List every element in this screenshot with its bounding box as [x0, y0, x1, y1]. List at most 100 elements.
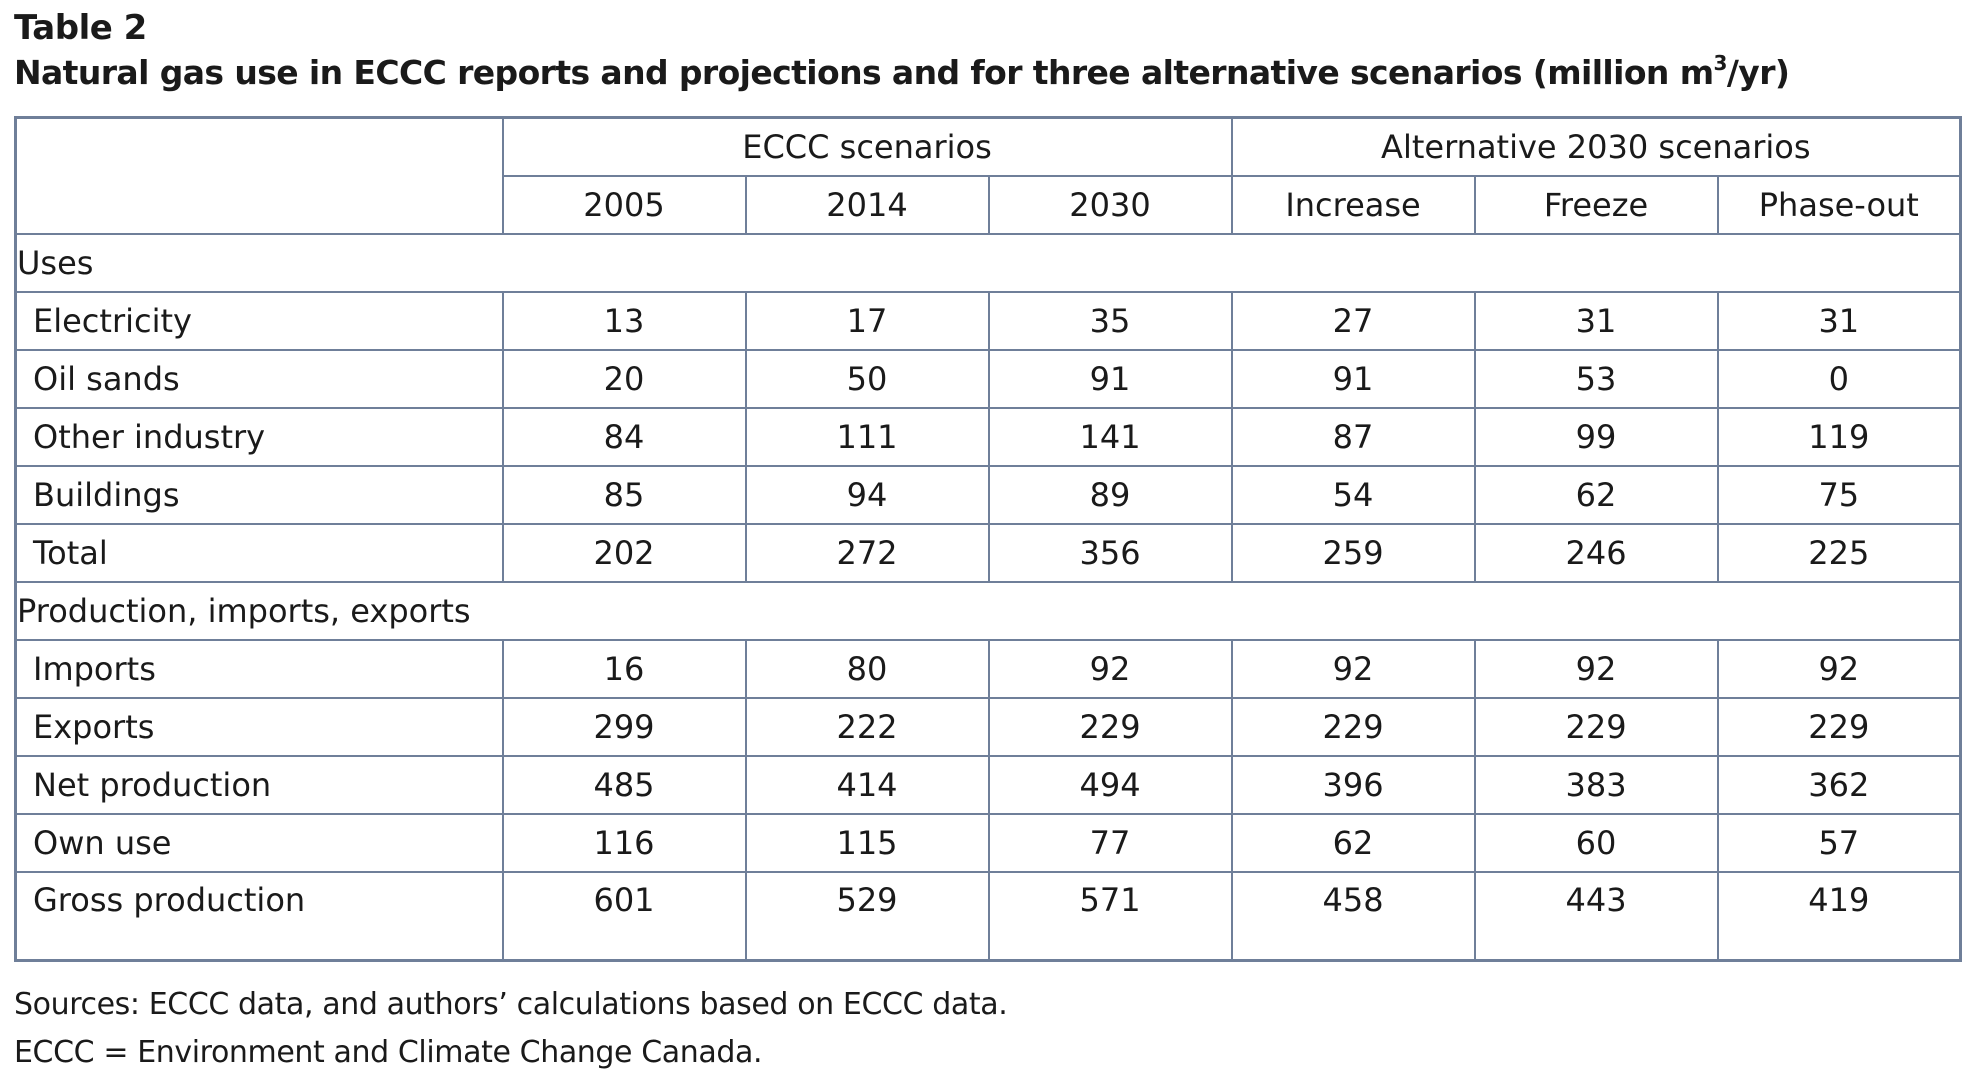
table-cell: 272 [744, 523, 990, 583]
column-header-2014: 2014 [744, 175, 990, 235]
table-cell: 229 [1230, 697, 1476, 757]
sources-note: Sources: ECCC data, and authors’ calcula… [14, 987, 1008, 1022]
table-row: Electricity 13 17 35 27 31 31 [14, 291, 1962, 351]
gas-use-table: ECCC scenarios Alternative 2030 scenario… [14, 116, 1963, 962]
table-cell: 383 [1473, 755, 1719, 815]
table-cell: 601 [501, 871, 747, 962]
table-cell: 89 [987, 465, 1233, 525]
table-title: Natural gas use in ECCC reports and proj… [14, 50, 1790, 96]
table-cell: 57 [1716, 813, 1962, 873]
table-row: Exports 299 222 229 229 229 229 [14, 697, 1962, 757]
table-cell: 20 [501, 349, 747, 409]
table-cell: 396 [1230, 755, 1476, 815]
section-row: Production, imports, exports [14, 581, 1962, 641]
table-cell: 414 [744, 755, 990, 815]
row-label: Gross production [14, 871, 504, 962]
table-cell: 229 [987, 697, 1233, 757]
table-row: Other industry 84 111 141 87 99 119 [14, 407, 1962, 467]
row-label: Total [14, 523, 504, 583]
table-cell: 27 [1230, 291, 1476, 351]
column-header-row: 2005 2014 2030 Increase Freeze Phase-out [16, 175, 1962, 235]
table-cell: 80 [744, 639, 990, 699]
abbreviation-note: ECCC = Environment and Climate Change Ca… [14, 1035, 763, 1070]
table-cell: 13 [501, 291, 747, 351]
table-cell: 529 [744, 871, 990, 962]
table-row: Imports 16 80 92 92 92 92 [14, 639, 1962, 699]
table-cell: 202 [501, 523, 747, 583]
table-cell: 115 [744, 813, 990, 873]
table-cell: 92 [987, 639, 1233, 699]
title-superscript: 3 [1713, 51, 1728, 75]
section-heading: Uses [14, 233, 1962, 293]
table-cell: 92 [1230, 639, 1476, 699]
table-cell: 87 [1230, 407, 1476, 467]
row-label: Other industry [14, 407, 504, 467]
table-cell: 356 [987, 523, 1233, 583]
table-body: Uses Electricity 13 17 35 27 31 31 Oil sands 20 50… [14, 233, 1962, 962]
section-row: Uses [14, 233, 1962, 293]
table-row: Gross production 601 529 571 458 443 419 [14, 871, 1962, 962]
column-header-2005: 2005 [501, 175, 747, 235]
row-label: Imports [14, 639, 504, 699]
table-cell: 246 [1473, 523, 1719, 583]
table-cell: 16 [501, 639, 747, 699]
table-cell: 458 [1230, 871, 1476, 962]
table-cell: 229 [1716, 697, 1962, 757]
table-cell: 84 [501, 407, 747, 467]
row-label: Buildings [14, 465, 504, 525]
table-row: Net production 485 414 494 396 383 362 [14, 755, 1962, 815]
table-row: Own use 116 115 77 62 60 57 [14, 813, 1962, 873]
table-cell: 229 [1473, 697, 1719, 757]
table-cell: 419 [1716, 871, 1962, 962]
table-row: Oil sands 20 50 91 91 53 0 [14, 349, 1962, 409]
corner-cell [14, 116, 504, 235]
table-cell: 77 [987, 813, 1233, 873]
table-cell: 141 [987, 407, 1233, 467]
table-cell: 111 [744, 407, 990, 467]
row-label: Own use [14, 813, 504, 873]
table-cell: 31 [1716, 291, 1962, 351]
table-cell: 53 [1473, 349, 1719, 409]
group-header-row: ECCC scenarios Alternative 2030 scenario… [14, 116, 1962, 235]
table-cell: 494 [987, 755, 1233, 815]
table-cell: 91 [1230, 349, 1476, 409]
column-header-phase-out: Phase-out [1716, 175, 1962, 235]
column-header-2030: 2030 [987, 175, 1233, 235]
row-label: Oil sands [14, 349, 504, 409]
table-cell: 50 [744, 349, 990, 409]
table-cell: 54 [1230, 465, 1476, 525]
table-cell: 94 [744, 465, 990, 525]
table-cell: 222 [744, 697, 990, 757]
row-label: Net production [14, 755, 504, 815]
table-cell: 99 [1473, 407, 1719, 467]
table-cell: 91 [987, 349, 1233, 409]
table-cell: 35 [987, 291, 1233, 351]
table-title-unit-end: /yr) [1726, 53, 1790, 92]
table-cell: 62 [1230, 813, 1476, 873]
table-cell: 485 [501, 755, 747, 815]
table-cell: 225 [1716, 523, 1962, 583]
table-cell: 17 [744, 291, 990, 351]
table-cell: 31 [1473, 291, 1719, 351]
row-label: Electricity [14, 291, 504, 351]
table-cell: 85 [501, 465, 747, 525]
table-cell: 0 [1716, 349, 1962, 409]
table-cell: 60 [1473, 813, 1719, 873]
table-row: Buildings 85 94 89 54 62 75 [14, 465, 1962, 525]
table-cell: 299 [501, 697, 747, 757]
column-header-freeze: Freeze [1473, 175, 1719, 235]
group-header-alternative: Alternative 2030 scenarios [1230, 116, 1962, 177]
table-cell: 116 [501, 813, 747, 873]
table-cell: 259 [1230, 523, 1476, 583]
group-header-eccc: ECCC scenarios [501, 116, 1233, 177]
table-cell: 571 [987, 871, 1233, 962]
table-title-text: Natural gas use in ECCC reports and proj… [14, 53, 1714, 92]
row-label: Exports [14, 697, 504, 757]
table-cell: 92 [1716, 639, 1962, 699]
section-heading: Production, imports, exports [14, 581, 1962, 641]
table-row: Total 202 272 356 259 246 225 [14, 523, 1962, 583]
column-header-increase: Increase [1230, 175, 1476, 235]
table-cell: 75 [1716, 465, 1962, 525]
table-cell: 119 [1716, 407, 1962, 467]
table-cell: 62 [1473, 465, 1719, 525]
